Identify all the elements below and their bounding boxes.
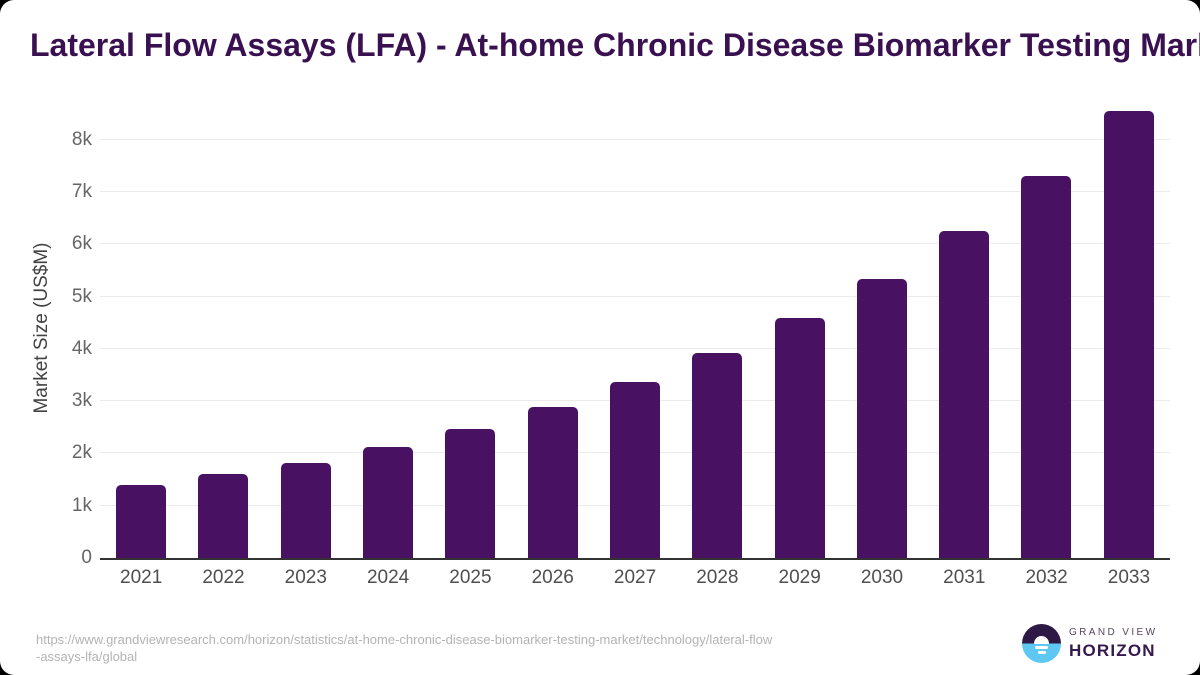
y-tick-label: 6k [71, 233, 92, 255]
y-tick-label: 5k [71, 285, 92, 307]
gridline [100, 191, 1170, 193]
source-url: https://www.grandviewresearch.com/horizo… [36, 631, 772, 665]
y-tick-label: 7k [71, 181, 92, 203]
horizon-sun-icon [1022, 624, 1061, 663]
y-tick-label: 4k [71, 337, 92, 359]
logo-horizon-label: HORIZON [1069, 640, 1156, 660]
bar-2021 [116, 484, 167, 558]
source-url-line1: https://www.grandviewresearch.com/horizo… [36, 632, 773, 647]
source-url-line2: -assays-lfa/global [36, 649, 138, 664]
logo-text: GRAND VIEW HORIZON [1069, 627, 1157, 661]
x-tick-label: 2024 [366, 567, 410, 588]
y-tick-label: 0 [81, 547, 92, 568]
bar-2031 [939, 231, 990, 558]
x-tick-label: 2022 [202, 567, 245, 588]
bar-2030 [856, 278, 907, 558]
bar-2028 [692, 352, 743, 558]
page-title: Lateral Flow Assays (LFA) - At-home Chro… [30, 27, 1200, 63]
plot-area [100, 98, 1170, 560]
x-axis-labels: 2021 2022 2023 2024 2025 2026 2027 2028 2029 2030… [100, 567, 1170, 589]
grand-view-horizon-logo: GRAND VIEW HORIZON [1022, 624, 1157, 663]
gridline [100, 138, 1170, 140]
x-tick-label: 2023 [284, 567, 327, 588]
x-tick-label: 2030 [860, 567, 904, 588]
y-tick-label: 8k [71, 128, 92, 150]
y-axis-title: Market Size (US$M) [31, 242, 52, 414]
bar-2022 [198, 474, 249, 558]
bar-2033 [1103, 111, 1154, 558]
bar-2029 [774, 317, 825, 558]
bar-2024 [363, 447, 414, 558]
y-tick-label: 2k [71, 442, 92, 464]
logo-grand-view-label: GRAND VIEW [1069, 626, 1158, 638]
y-tick-label: 1k [71, 494, 92, 516]
bar-2023 [280, 462, 331, 558]
bar-2027 [609, 381, 660, 558]
bar-2032 [1021, 176, 1072, 558]
sun-reflection-stripe [1037, 651, 1046, 654]
gridline [100, 347, 1170, 349]
x-tick-label: 2025 [449, 567, 492, 588]
x-tick-label: 2032 [1025, 567, 1068, 588]
x-tick-label: 2029 [778, 567, 821, 588]
bar-2025 [445, 429, 496, 558]
x-tick-label: 2027 [613, 567, 657, 588]
x-tick-label: 2031 [943, 567, 986, 588]
sun-reflection-stripe [1035, 646, 1048, 649]
x-tick-label: 2028 [696, 567, 739, 588]
gridline [100, 295, 1170, 297]
gridline [100, 243, 1170, 245]
x-tick-label: 2021 [120, 567, 163, 588]
x-tick-label: 2026 [531, 567, 574, 588]
bars-container [100, 98, 1170, 558]
x-tick-label: 2033 [1107, 567, 1151, 588]
bar-2026 [527, 406, 578, 558]
sun-dome-shape [1034, 636, 1049, 644]
y-tick-label: 3k [71, 390, 92, 412]
